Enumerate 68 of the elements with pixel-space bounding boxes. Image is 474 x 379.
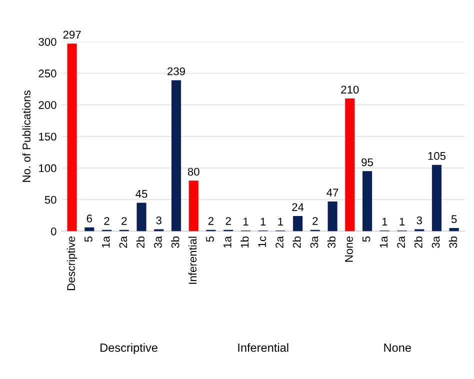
bar <box>188 180 198 232</box>
data-label: 6 <box>86 214 92 222</box>
x-tick-label: 1c <box>258 236 266 247</box>
data-label: 24 <box>292 203 304 211</box>
y-tick-label: 250 <box>38 70 56 78</box>
x-tick-label: 1b <box>240 236 249 248</box>
data-label: 5 <box>451 215 457 224</box>
data-label: 3 <box>156 216 162 224</box>
data-label: 2 <box>312 217 318 225</box>
data-label: 47 <box>326 188 338 196</box>
x-tick-label: 3b <box>171 236 180 248</box>
x-tick-label: 2a <box>397 236 405 248</box>
x-tick-label: 3a <box>310 236 318 248</box>
y-tick-label: 50 <box>44 196 56 204</box>
x-tick-label: 5 <box>362 236 370 242</box>
bar <box>171 80 182 232</box>
data-label: 1 <box>278 218 283 226</box>
y-tick-label: 0 <box>51 227 56 236</box>
text: None <box>384 344 411 352</box>
text: Inferential <box>238 343 288 352</box>
data-label: 2 <box>208 217 214 225</box>
bar <box>136 202 146 232</box>
data-label: 1 <box>260 218 266 226</box>
y-tick-label: 200 <box>38 101 56 109</box>
bar <box>84 227 94 232</box>
data-label: 1 <box>400 218 405 226</box>
bar <box>449 228 459 232</box>
x-tick-label: 2b <box>414 236 422 248</box>
data-label: 297 <box>63 30 81 39</box>
x-tick-label: 2a <box>119 236 128 248</box>
data-label: 1 <box>382 218 388 226</box>
bar <box>345 98 355 232</box>
x-tick-label: 3a <box>154 236 162 248</box>
x-tick-label: 2b <box>292 236 301 248</box>
x-tick-label: 1a <box>380 236 388 248</box>
data-label: 2 <box>122 217 127 225</box>
bar <box>362 171 372 232</box>
data-label: 210 <box>341 86 359 94</box>
x-tick-label: 2a <box>276 236 284 248</box>
data-label: 239 <box>168 67 185 76</box>
x-tick-label: 5 <box>206 236 214 242</box>
y-tick-label: 300 <box>38 38 56 46</box>
bar <box>432 164 442 232</box>
data-label: 95 <box>362 158 373 166</box>
data-label: 3 <box>416 216 422 224</box>
text: Descriptive <box>100 343 158 354</box>
data-label: 2 <box>226 217 231 225</box>
bar <box>67 44 77 232</box>
x-tick-label: Inferential <box>188 236 197 284</box>
x-tick-label: 1a <box>224 236 232 248</box>
bar <box>328 202 338 232</box>
data-label: 1 <box>243 218 248 226</box>
x-tick-label: Descriptive <box>66 236 78 290</box>
data-label: 80 <box>188 168 200 176</box>
y-axis-title: No. of Publications <box>22 90 30 182</box>
data-label: 45 <box>136 190 148 198</box>
x-tick-label: 1a <box>102 236 110 248</box>
data-label: 105 <box>428 152 446 160</box>
x-tick-label: 3b <box>448 236 458 248</box>
x-tick-label: None <box>345 236 353 262</box>
data-label: 2 <box>104 217 110 225</box>
y-tick-label: 100 <box>39 164 56 172</box>
x-tick-label: 3a <box>432 236 440 248</box>
x-tick-label: 3b <box>327 236 336 248</box>
y-tick-label: 150 <box>39 132 56 141</box>
x-tick-label: 5 <box>84 236 92 242</box>
bar <box>293 216 303 232</box>
x-tick-label: 2b <box>136 236 144 248</box>
